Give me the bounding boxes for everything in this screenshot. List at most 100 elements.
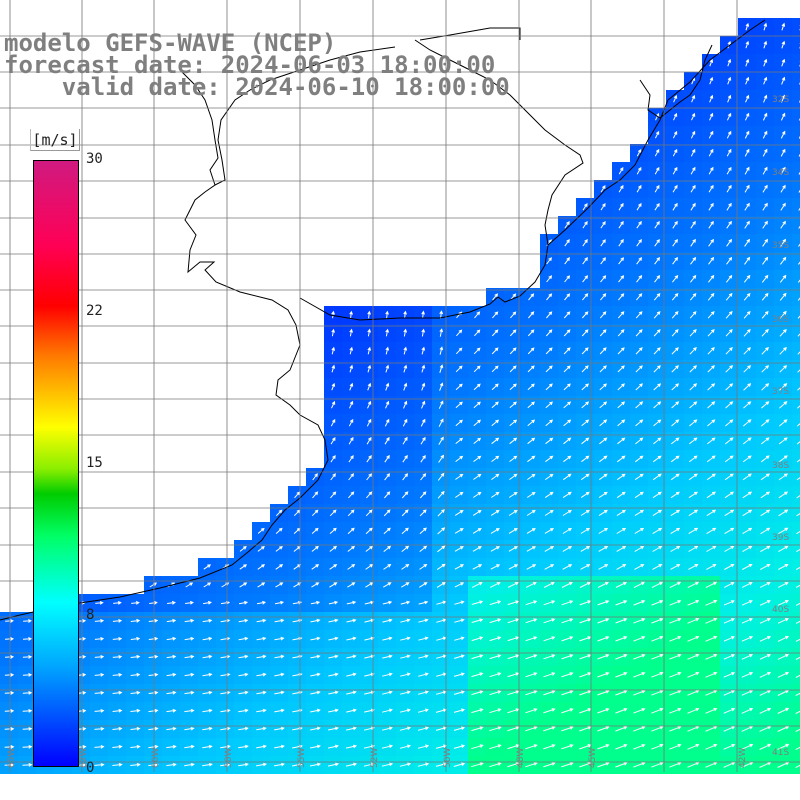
wind-arrow: [310, 618, 321, 623]
wind-arrow: [688, 491, 698, 499]
wind-cell: [792, 180, 800, 198]
wind-arrow: [670, 455, 680, 463]
wind-arrow: [330, 455, 336, 463]
wind-arrow: [741, 636, 754, 642]
wind-arrow: [275, 564, 284, 570]
wind-arrow: [527, 401, 535, 409]
wind-arrow: [489, 654, 502, 660]
wind-arrow: [672, 256, 679, 265]
wind-arrow: [509, 329, 517, 337]
wind-arrow: [597, 708, 610, 714]
wind-arrow: [762, 220, 768, 229]
wind-arrow: [597, 762, 610, 768]
wind-arrow: [131, 600, 140, 605]
wind-arrow: [669, 761, 682, 768]
wind-arrow: [363, 726, 375, 731]
wind-arrow: [525, 654, 538, 660]
wind-arrow: [654, 166, 660, 175]
wind-cell: [792, 252, 800, 270]
wind-arrow: [490, 528, 500, 534]
wind-arrow: [723, 690, 736, 696]
wind-arrow: [349, 364, 354, 373]
wind-arrow: [615, 581, 628, 588]
wind-arrow: [795, 746, 800, 751]
wind-arrow: [742, 509, 753, 517]
wind-arrow: [274, 672, 285, 677]
wind-arrow: [616, 546, 627, 552]
colorbar-tick-min: 0: [86, 760, 95, 776]
wind-arrow: [707, 365, 715, 373]
wind-arrow: [328, 672, 339, 677]
wind-arrow: [795, 602, 800, 606]
wind-arrow: [438, 436, 444, 445]
wind-arrow: [651, 725, 664, 732]
wind-arrow: [759, 707, 772, 714]
lat-label: 40S: [772, 605, 789, 615]
wind-arrow: [636, 202, 642, 211]
wind-arrow: [148, 672, 159, 677]
wind-arrow: [708, 184, 714, 193]
wind-arrow: [471, 708, 484, 714]
wind-arrow: [616, 564, 627, 570]
wind-arrow: [418, 618, 429, 623]
wind-arrow: [779, 383, 788, 391]
wind-arrow: [184, 654, 195, 659]
wind-arrow: [381, 726, 393, 731]
wind-arrow: [346, 636, 357, 641]
wind-arrow: [724, 491, 734, 499]
wind-cell: [792, 612, 800, 630]
wind-arrow: [761, 346, 769, 355]
wind-arrow: [744, 220, 750, 229]
wind-arrow: [455, 491, 464, 498]
wind-arrow: [780, 130, 786, 139]
wind-arrow: [184, 672, 195, 677]
wind-arrow: [417, 762, 430, 767]
wind-arrow: [655, 112, 660, 121]
wind-arrow: [491, 419, 500, 427]
wind-arrow: [22, 709, 33, 713]
wind-cell: [792, 108, 800, 126]
wind-arrow: [723, 636, 735, 642]
wind-arrow: [706, 564, 717, 570]
wind-arrow: [402, 436, 408, 445]
wind-arrow: [635, 383, 643, 391]
wind-arrow: [419, 491, 427, 499]
wind-arrow: [705, 743, 718, 750]
wind-arrow: [653, 383, 662, 391]
wind-arrow: [654, 148, 660, 157]
wind-arrow: [130, 744, 141, 749]
wind-arrow: [708, 256, 715, 265]
wind-arrow: [688, 437, 698, 445]
wind-arrow: [705, 599, 718, 606]
wind-arrow: [615, 726, 628, 732]
wind-arrow: [671, 347, 679, 355]
wind-arrow: [708, 274, 715, 283]
wind-arrow: [635, 437, 644, 445]
wind-arrow: [762, 256, 769, 265]
wind-arrow: [579, 654, 592, 660]
wind-arrow: [419, 582, 428, 588]
wind-arrow: [689, 365, 697, 373]
wind-arrow: [777, 600, 789, 606]
wind-arrow: [95, 601, 104, 605]
wind-arrow: [617, 401, 626, 409]
lon-label: 48W: [516, 748, 526, 768]
wind-arrow: [329, 509, 337, 517]
wind-arrow: [22, 691, 33, 695]
wind-arrow: [670, 491, 680, 499]
wind-arrow: [382, 672, 393, 677]
wind-arrow: [582, 203, 588, 211]
wind-arrow: [742, 419, 752, 427]
wind-arrow: [562, 527, 573, 534]
wind-arrow: [652, 491, 662, 499]
wind-arrow: [508, 491, 518, 498]
lat-label: 36S: [772, 315, 789, 325]
wind-arrow: [346, 690, 357, 695]
wind-arrow: [527, 365, 535, 373]
wind-arrow: [562, 491, 572, 499]
wind-arrow: [184, 690, 195, 695]
wind-arrow: [707, 292, 715, 301]
wind-arrow: [202, 744, 213, 749]
wind-arrow: [635, 365, 643, 373]
wind-arrow: [349, 328, 353, 337]
